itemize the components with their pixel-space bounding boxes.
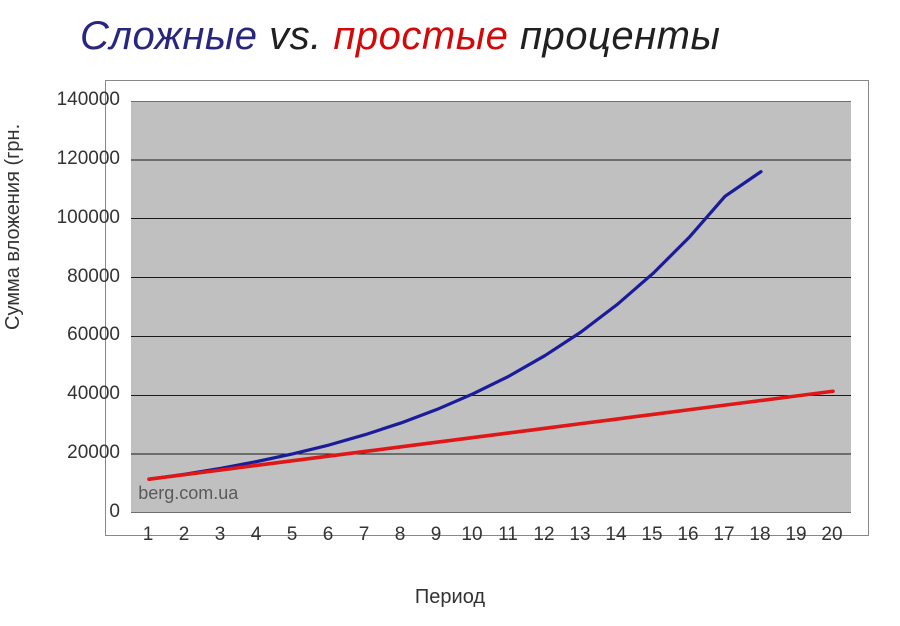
x-tick: 19 (785, 524, 806, 546)
page-root: Сложные vs. простые проценты Сумма вложе… (0, 0, 900, 626)
x-axis-label: Период (0, 586, 900, 609)
watermark-text: berg.com.ua (138, 483, 238, 504)
x-tick: 11 (498, 524, 518, 546)
title-word-percent: проценты (520, 14, 720, 58)
title-word-simple: простые (333, 14, 508, 58)
y-tick: 120000 (0, 148, 120, 170)
y-tick: 0 (0, 501, 120, 523)
y-tick: 140000 (0, 89, 120, 111)
x-tick: 7 (359, 524, 370, 546)
x-tick: 1 (143, 524, 154, 546)
x-tick: 3 (215, 524, 226, 546)
y-tick: 100000 (0, 207, 120, 229)
x-tick: 9 (431, 524, 442, 546)
x-tick: 12 (533, 524, 554, 546)
x-tick: 20 (821, 524, 842, 546)
x-tick: 18 (749, 524, 770, 546)
x-tick: 5 (287, 524, 298, 546)
x-tick: 16 (677, 524, 698, 546)
plot-area: berg.com.ua (131, 101, 851, 513)
x-tick: 10 (461, 524, 482, 546)
y-tick: 40000 (0, 383, 120, 405)
x-tick: 17 (713, 524, 734, 546)
y-tick: 20000 (0, 442, 120, 464)
chart-title: Сложные vs. простые проценты (80, 14, 720, 59)
x-tick: 14 (605, 524, 626, 546)
chart-svg (131, 101, 851, 513)
title-word-compound: Сложные (80, 14, 258, 58)
x-tick: 15 (641, 524, 662, 546)
x-tick: 4 (251, 524, 262, 546)
x-tick: 8 (395, 524, 406, 546)
y-tick: 80000 (0, 266, 120, 288)
y-tick: 60000 (0, 324, 120, 346)
x-tick: 2 (179, 524, 190, 546)
chart-frame: berg.com.ua (105, 80, 869, 536)
x-tick: 13 (569, 524, 590, 546)
title-word-vs: vs. (269, 14, 322, 58)
x-tick: 6 (323, 524, 334, 546)
